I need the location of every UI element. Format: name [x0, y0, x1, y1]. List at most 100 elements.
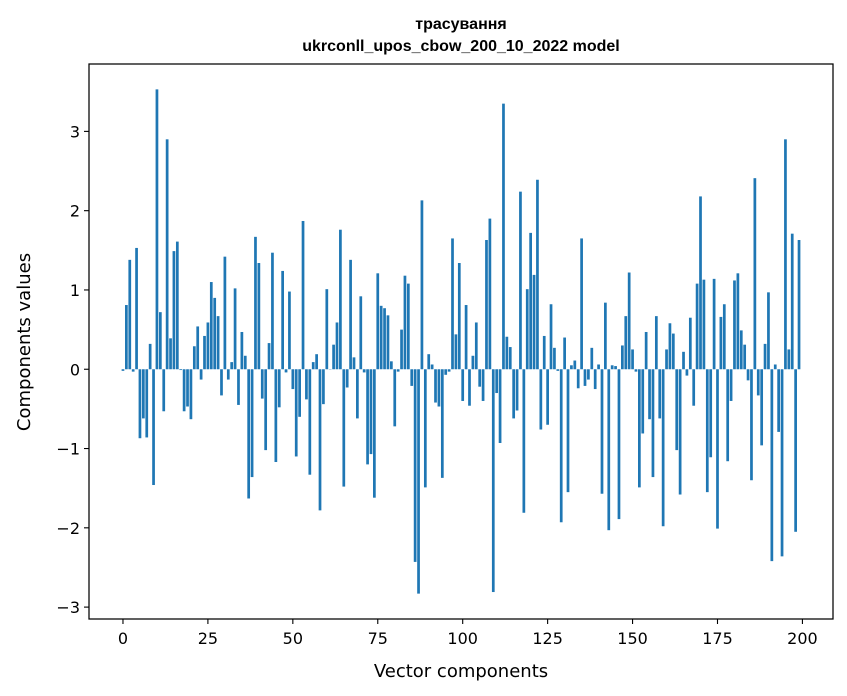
- bar: [549, 304, 553, 370]
- y-tick-label: 3: [70, 122, 80, 141]
- bar: [570, 365, 573, 370]
- bar: [288, 291, 291, 370]
- bar: [393, 369, 397, 427]
- bar: [621, 345, 624, 370]
- bar: [716, 369, 719, 529]
- x-tick-label: 100: [447, 629, 478, 648]
- bar: [756, 369, 760, 396]
- bar: [284, 369, 288, 373]
- bar: [722, 304, 726, 370]
- bar: [400, 329, 403, 370]
- bar: [658, 369, 662, 419]
- bar: [641, 369, 645, 434]
- bar: [192, 346, 196, 370]
- bar: [281, 270, 284, 370]
- bar: [566, 369, 570, 493]
- bar: [529, 232, 532, 370]
- bar: [767, 292, 770, 370]
- chart-title-line-1: трасування: [415, 16, 507, 33]
- bar: [746, 369, 750, 381]
- bar: [614, 366, 617, 370]
- bar: [155, 89, 159, 370]
- bar: [359, 296, 363, 370]
- bar: [390, 361, 393, 370]
- bar: [199, 369, 203, 380]
- bar: [308, 369, 312, 475]
- bar: [464, 305, 468, 370]
- bar: [182, 369, 186, 412]
- bar: [485, 240, 488, 370]
- bar: [135, 247, 138, 370]
- bar: [675, 369, 679, 451]
- bar: [206, 322, 210, 370]
- bar: [559, 369, 563, 523]
- bar: [186, 369, 189, 407]
- bar: [325, 289, 329, 370]
- bar: [505, 336, 509, 370]
- bar: [403, 275, 407, 370]
- bar: [162, 369, 166, 412]
- bar: [726, 369, 730, 462]
- bar: [607, 369, 611, 531]
- bar: [539, 369, 543, 430]
- bar: [175, 241, 179, 370]
- x-axis-label: Vector components: [374, 661, 548, 682]
- bar: [379, 305, 383, 370]
- bars-group: [121, 89, 801, 594]
- bar: [712, 278, 716, 370]
- bar: [362, 369, 366, 373]
- bar: [254, 236, 257, 370]
- bar: [420, 200, 424, 370]
- bar: [332, 344, 335, 370]
- y-tick-label: 0: [70, 360, 80, 379]
- y-axis-label: Components values: [14, 253, 35, 431]
- bar: [230, 362, 234, 370]
- bar: [243, 355, 247, 370]
- bar: [593, 369, 597, 390]
- bar: [356, 369, 359, 419]
- bar: [600, 369, 604, 494]
- bar: [794, 369, 797, 532]
- bar: [271, 252, 274, 370]
- bar: [369, 369, 373, 455]
- bar: [172, 251, 176, 370]
- bar: [142, 369, 145, 419]
- bar: [644, 331, 648, 370]
- bar: [685, 369, 689, 376]
- bar: [322, 369, 325, 405]
- bar: [434, 369, 437, 403]
- bar: [702, 279, 706, 370]
- bar: [651, 369, 655, 478]
- bar: [777, 369, 780, 432]
- bar: [654, 316, 658, 370]
- bar: [780, 369, 784, 557]
- bar: [148, 343, 152, 370]
- bar: [237, 369, 240, 405]
- bar: [121, 369, 125, 371]
- bar: [189, 369, 193, 420]
- bar: [770, 369, 774, 562]
- bar: [491, 369, 495, 593]
- bar: [461, 369, 465, 401]
- bar: [223, 256, 227, 370]
- bar: [366, 369, 369, 465]
- bar: [209, 282, 213, 370]
- x-tick-label: 25: [198, 629, 218, 648]
- bar: [688, 317, 692, 370]
- bar: [423, 369, 427, 488]
- bar: [773, 364, 777, 370]
- bar: [648, 369, 651, 420]
- bar: [352, 357, 356, 370]
- bar: [250, 369, 254, 478]
- bar: [196, 326, 200, 370]
- y-tick-label: 1: [70, 281, 80, 300]
- bar: [498, 369, 502, 443]
- bar: [274, 369, 278, 463]
- bar: [627, 272, 631, 370]
- bar: [440, 369, 444, 478]
- y-tick-label: −3: [56, 598, 80, 617]
- bar: [699, 196, 702, 370]
- x-axis-ticks: 0 25 50 75 100 125 150 175 200: [118, 619, 818, 648]
- bar: [474, 322, 478, 370]
- bar: [342, 369, 346, 487]
